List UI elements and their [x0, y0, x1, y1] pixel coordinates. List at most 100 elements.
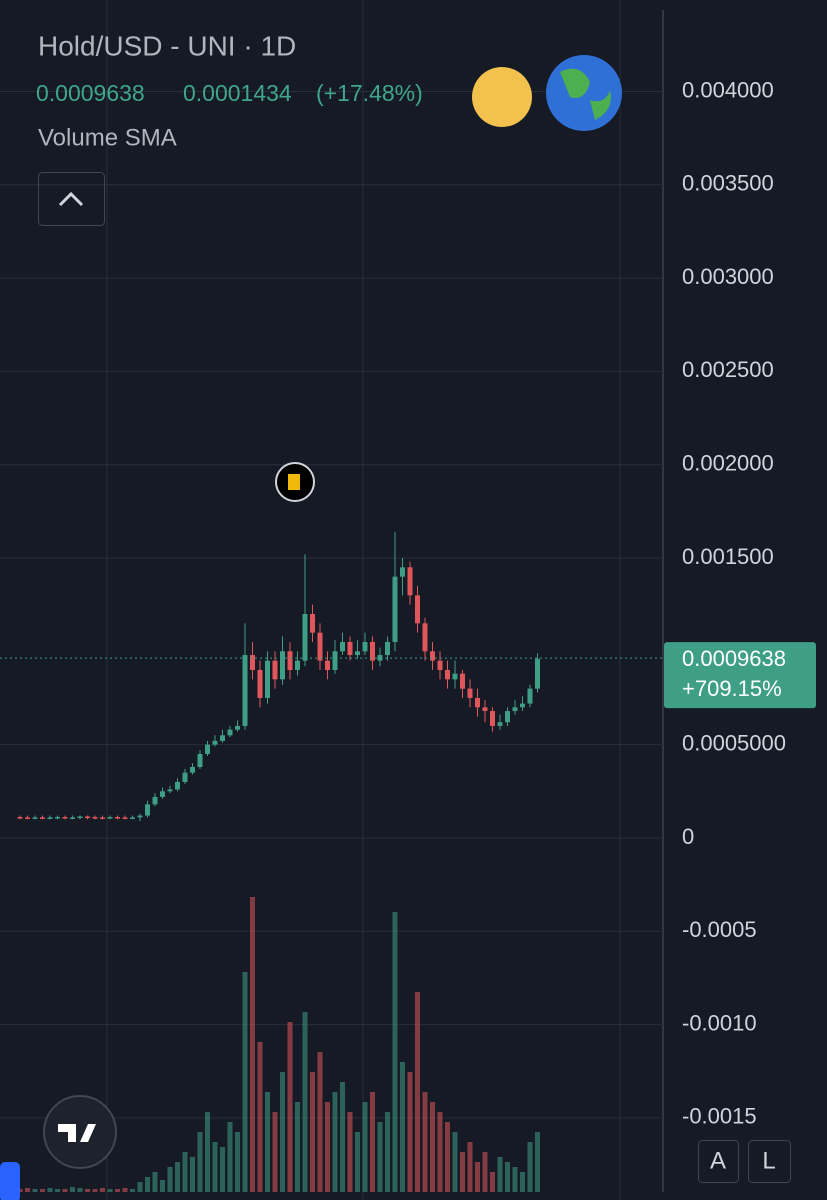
candle-body [107, 817, 113, 819]
volume-bar [152, 1172, 158, 1192]
candle-body [287, 651, 293, 670]
volume-bar [137, 1182, 143, 1192]
tradingview-logo[interactable] [43, 1095, 117, 1169]
volume-bar [167, 1167, 173, 1192]
volume-bar [107, 1189, 113, 1192]
candle-body [340, 641, 345, 652]
candle-body [137, 815, 143, 818]
volume-bar [392, 912, 398, 1192]
volume-bar [482, 1152, 488, 1192]
volume-bar [445, 1122, 450, 1192]
volume-bar [220, 1147, 225, 1192]
chevron-icon [58, 191, 84, 207]
volume-bar [115, 1189, 120, 1192]
price-label: 0.0009638 [682, 646, 786, 671]
volume-bar [55, 1189, 60, 1192]
candle-body [212, 740, 218, 745]
volume-bar [25, 1188, 30, 1192]
volume-bar [100, 1188, 105, 1192]
volume-bar [287, 1022, 293, 1192]
candle-body [317, 632, 323, 661]
volume-bar [475, 1162, 480, 1192]
candle-body [370, 641, 375, 661]
thumbs-up-emoji [472, 67, 532, 127]
candle-body [167, 789, 173, 792]
candle-body [482, 707, 488, 712]
candle-body [445, 669, 450, 680]
volume-bar [497, 1157, 503, 1192]
indicator-name: Volume SMA [38, 124, 177, 151]
volume-bar [317, 1052, 323, 1192]
volume-bar [377, 1122, 383, 1192]
candle-body [475, 697, 480, 708]
candle-body [122, 817, 128, 819]
volume-bar [77, 1188, 83, 1192]
candle-body [130, 817, 135, 819]
candle-body [535, 658, 540, 689]
auto-button[interactable] [698, 1140, 739, 1183]
candle-body [452, 673, 458, 680]
candle-body [40, 817, 45, 819]
volume-bar [205, 1112, 210, 1192]
candle-body [512, 707, 518, 712]
candle-body [190, 767, 195, 773]
candle-body [62, 817, 68, 819]
volume-bar [40, 1189, 45, 1192]
candle-body [280, 651, 285, 680]
candle-body [70, 817, 75, 819]
y-tick-label: 0.002500 [682, 357, 774, 382]
volume-bar [407, 1072, 413, 1192]
candle-body [265, 660, 270, 698]
y-tick-label: 0.003000 [682, 264, 774, 289]
candle-body [272, 660, 278, 680]
candle-body [467, 688, 473, 698]
candle-body [17, 817, 23, 819]
candle-body [242, 655, 248, 726]
volume-bar [512, 1167, 518, 1192]
volume-bar [197, 1132, 203, 1192]
candle-body [392, 576, 398, 642]
globe-land [560, 68, 611, 120]
volume-bar [415, 992, 420, 1192]
candle-body [460, 673, 465, 689]
candle-body [527, 688, 533, 704]
candle-body [332, 651, 338, 670]
last-price: 0.0009638 [36, 80, 145, 106]
volume-bar [92, 1189, 98, 1192]
volume-bar [520, 1172, 525, 1192]
volume-bar [130, 1189, 135, 1192]
y-tick-label: -0.0010 [682, 1010, 757, 1035]
volume-bar [467, 1142, 473, 1192]
volume-bar [422, 1092, 428, 1192]
volume-bar [505, 1162, 510, 1192]
volume-bar [362, 1102, 368, 1192]
side-tab[interactable] [0, 1162, 20, 1200]
candle-body [257, 669, 263, 698]
candle-body [400, 567, 405, 577]
volume-bar [385, 1112, 390, 1192]
logo-mark [58, 1124, 96, 1142]
change: 0.0001434 [183, 80, 292, 106]
volume-bar [62, 1189, 68, 1192]
y-tick-label: -0.0005 [682, 917, 757, 942]
y-tick-label: 0.0005000 [682, 730, 786, 755]
volume-bar [430, 1102, 435, 1192]
candle-body [115, 817, 120, 819]
volume-bar [452, 1132, 458, 1192]
volume-bar [85, 1189, 90, 1192]
volume-bar [265, 1092, 270, 1192]
volume-bar [280, 1072, 285, 1192]
volume-bar [535, 1132, 540, 1192]
collapse-button[interactable] [38, 172, 105, 226]
candle-body [347, 641, 353, 656]
candle-body [295, 660, 300, 670]
volume-bar [347, 1112, 353, 1192]
candle-body [310, 613, 315, 633]
volume-bar [302, 1012, 308, 1192]
log-button[interactable] [748, 1140, 791, 1183]
y-tick-label: 0 [682, 824, 694, 849]
volume-bar [160, 1180, 165, 1192]
candle-body [152, 796, 158, 805]
candle-body [407, 567, 413, 596]
